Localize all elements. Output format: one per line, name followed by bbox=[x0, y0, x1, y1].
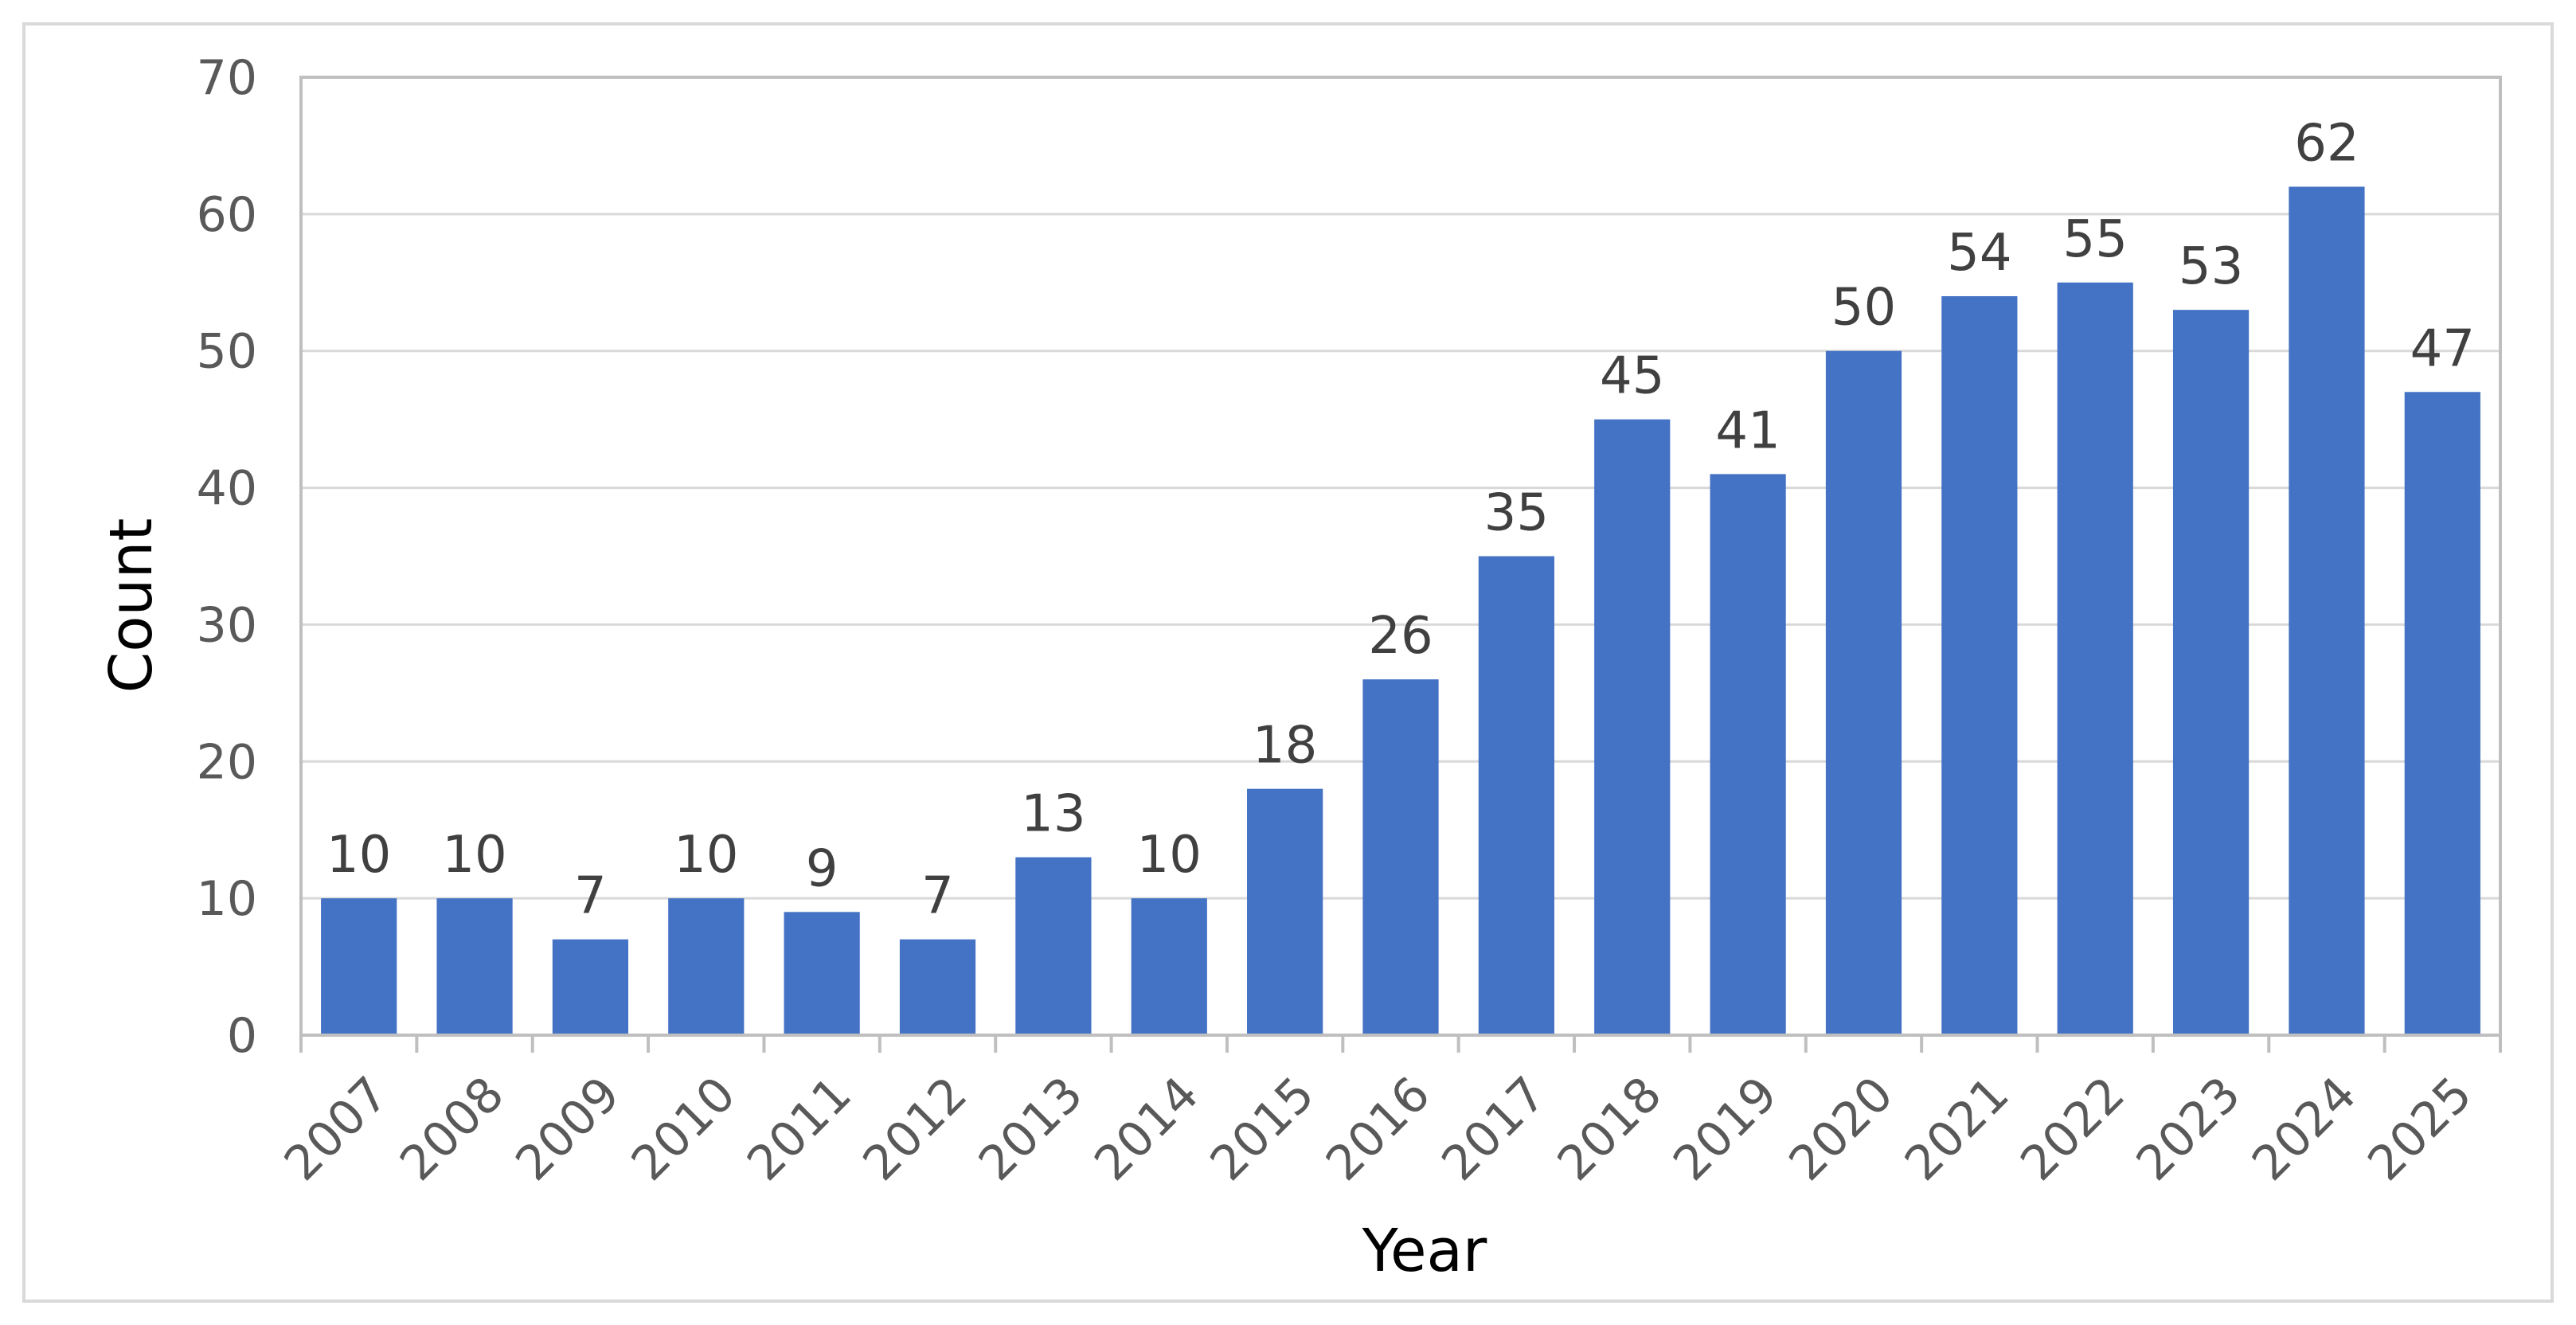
y-tick-label: 60 bbox=[197, 187, 257, 243]
bar-2007 bbox=[321, 898, 397, 1035]
bar-2011 bbox=[784, 912, 860, 1035]
data-label-2014: 10 bbox=[1137, 826, 1202, 885]
data-label-2007: 10 bbox=[326, 826, 391, 885]
data-label-2013: 13 bbox=[1021, 785, 1085, 844]
x-axis-title: Year bbox=[1362, 1217, 1487, 1285]
data-label-2022: 55 bbox=[2062, 210, 2127, 269]
data-label-2011: 9 bbox=[806, 839, 838, 898]
y-tick-label: 40 bbox=[197, 461, 257, 517]
bar-2017 bbox=[1478, 556, 1554, 1035]
data-label-2024: 62 bbox=[2294, 114, 2359, 173]
plot-area-border bbox=[299, 76, 2502, 1037]
data-label-2010: 10 bbox=[674, 826, 738, 885]
bar-2020 bbox=[1825, 350, 1902, 1035]
y-tick-label: 0 bbox=[227, 1008, 257, 1064]
bar-2019 bbox=[1710, 474, 1786, 1035]
bar-2023 bbox=[2172, 310, 2250, 1036]
bar-2015 bbox=[1247, 788, 1323, 1035]
bar-2014 bbox=[1131, 898, 1207, 1035]
bar-2009 bbox=[552, 939, 629, 1035]
bar-2012 bbox=[899, 939, 976, 1035]
bar-2013 bbox=[1015, 857, 1092, 1035]
bar-2022 bbox=[2057, 282, 2133, 1035]
data-label-2008: 10 bbox=[442, 826, 506, 885]
y-tick-label: 30 bbox=[197, 597, 257, 653]
data-label-2009: 7 bbox=[574, 867, 607, 926]
data-label-2017: 35 bbox=[1484, 484, 1549, 543]
data-label-2023: 53 bbox=[2179, 237, 2243, 296]
data-label-2025: 47 bbox=[2410, 319, 2475, 378]
bar-2016 bbox=[1362, 679, 1439, 1035]
y-tick-label: 70 bbox=[197, 50, 257, 106]
bar-2021 bbox=[1941, 295, 2018, 1035]
data-label-2020: 50 bbox=[1831, 279, 1896, 338]
y-tick-label: 50 bbox=[197, 324, 257, 380]
data-label-2018: 45 bbox=[1600, 347, 1664, 406]
bar-2024 bbox=[2289, 186, 2365, 1035]
y-tick-label: 10 bbox=[197, 871, 257, 927]
bars bbox=[321, 186, 2480, 1036]
bar-2018 bbox=[1594, 419, 1671, 1035]
data-label-2016: 26 bbox=[1368, 607, 1433, 666]
data-label-2012: 7 bbox=[921, 867, 954, 926]
bar-2025 bbox=[2404, 392, 2480, 1035]
y-axis-title: Count bbox=[97, 518, 166, 694]
bar-2010 bbox=[668, 898, 745, 1035]
data-labels: 10 10 7 10 9 7 13 10 18 26 35 45 41 50 54 55 53 62 47 bbox=[326, 114, 2475, 925]
y-tick-label: 20 bbox=[197, 734, 257, 790]
bar-2008 bbox=[436, 898, 513, 1035]
data-label-2015: 18 bbox=[1253, 717, 1317, 776]
data-label-2019: 41 bbox=[1715, 401, 1780, 460]
data-label-2021: 54 bbox=[1947, 224, 2011, 283]
